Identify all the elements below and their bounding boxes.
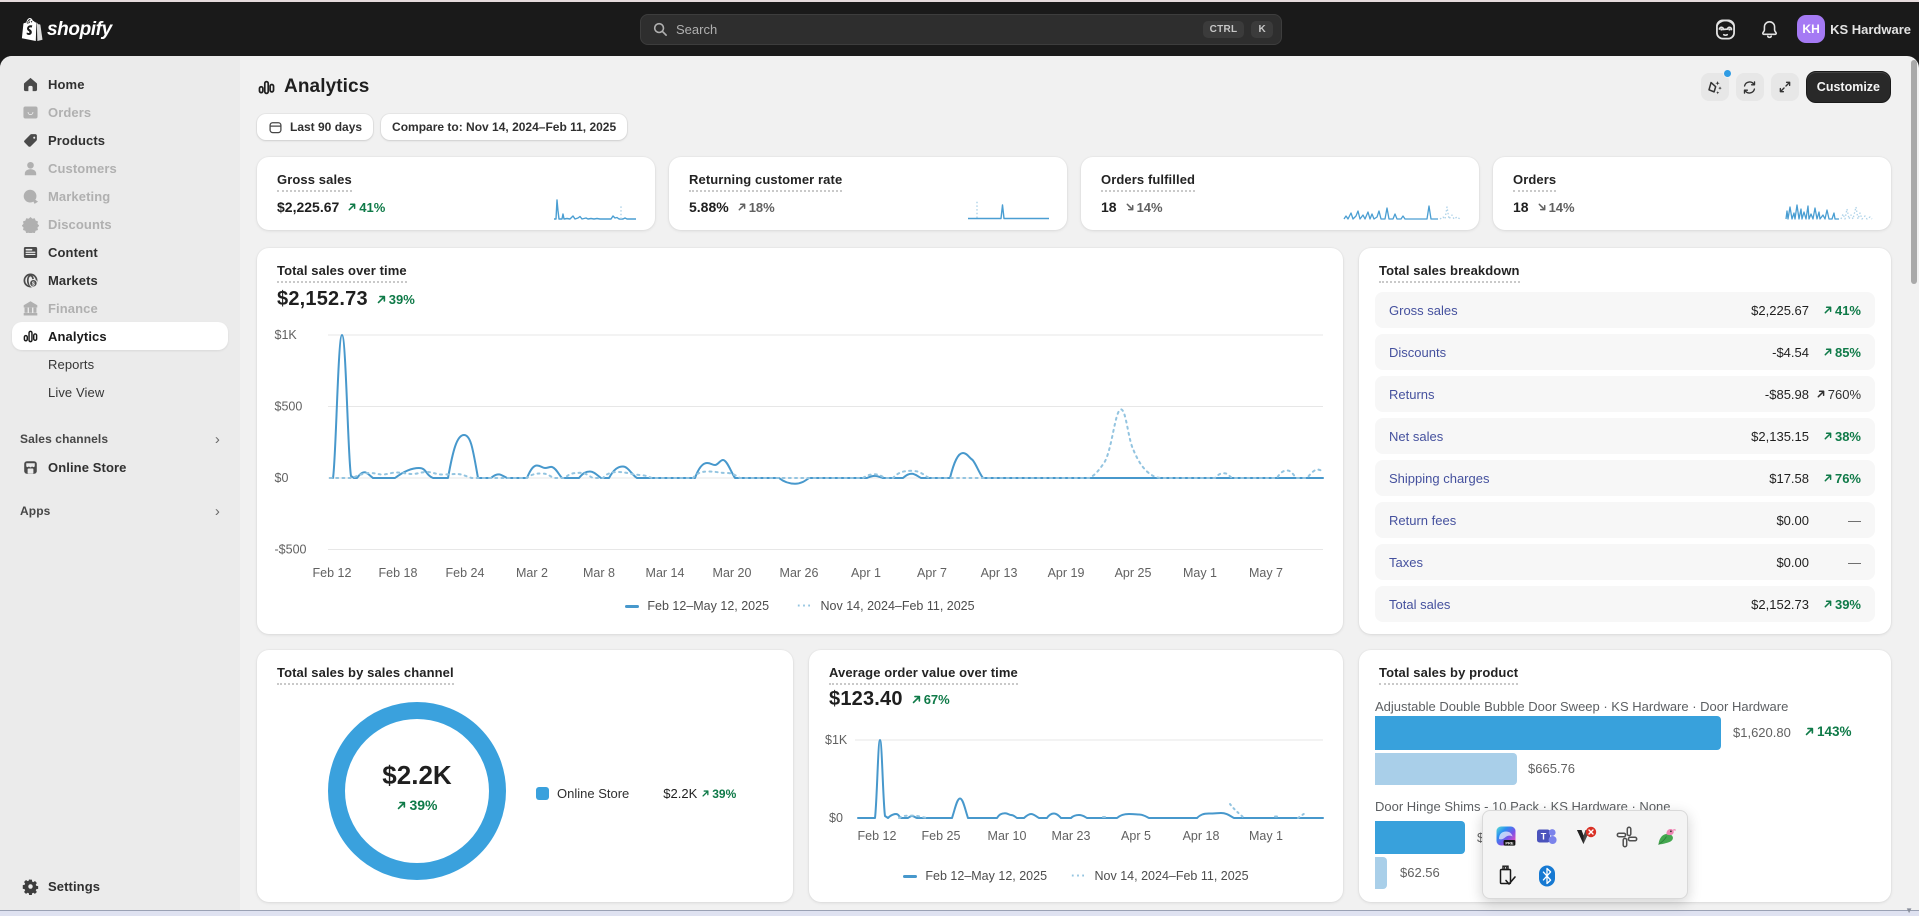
svg-text:Apr 19: Apr 19 (1048, 566, 1085, 580)
svg-text:Apr 13: Apr 13 (981, 566, 1018, 580)
svg-text:Feb 12: Feb 12 (858, 829, 897, 843)
svg-text:$500: $500 (275, 400, 303, 414)
svg-text:Mar 8: Mar 8 (583, 566, 615, 580)
svg-text:Feb 18: Feb 18 (379, 566, 418, 580)
svg-text:Mar 26: Mar 26 (780, 566, 819, 580)
svg-text:Apr 7: Apr 7 (917, 566, 947, 580)
svg-text:Mar 10: Mar 10 (988, 829, 1027, 843)
svg-text:Apr 5: Apr 5 (1121, 829, 1151, 843)
svg-text:May 1: May 1 (1183, 566, 1217, 580)
svg-text:Feb 25: Feb 25 (922, 829, 961, 843)
svg-text:Feb 12: Feb 12 (313, 566, 352, 580)
svg-text:May 7: May 7 (1249, 566, 1283, 580)
svg-text:Feb 24: Feb 24 (446, 566, 485, 580)
svg-text:May 1: May 1 (1249, 829, 1283, 843)
svg-text:Apr 18: Apr 18 (1183, 829, 1220, 843)
svg-text:$1K: $1K (275, 328, 298, 342)
svg-text:$0: $0 (275, 471, 289, 485)
svg-text:$0: $0 (829, 811, 843, 825)
svg-text:Mar 23: Mar 23 (1052, 829, 1091, 843)
svg-text:Apr 1: Apr 1 (851, 566, 881, 580)
svg-text:Mar 2: Mar 2 (516, 566, 548, 580)
svg-text:PRE: PRE (1505, 840, 1514, 845)
svg-text:-$500: -$500 (275, 543, 307, 557)
svg-text:$: $ (31, 281, 34, 287)
svg-text:shopify: shopify (47, 19, 114, 40)
svg-text:$1K: $1K (825, 733, 848, 747)
svg-text:Mar 20: Mar 20 (713, 566, 752, 580)
svg-text:T: T (1541, 832, 1547, 842)
svg-text:Mar 14: Mar 14 (646, 566, 685, 580)
svg-text:Apr 25: Apr 25 (1115, 566, 1152, 580)
